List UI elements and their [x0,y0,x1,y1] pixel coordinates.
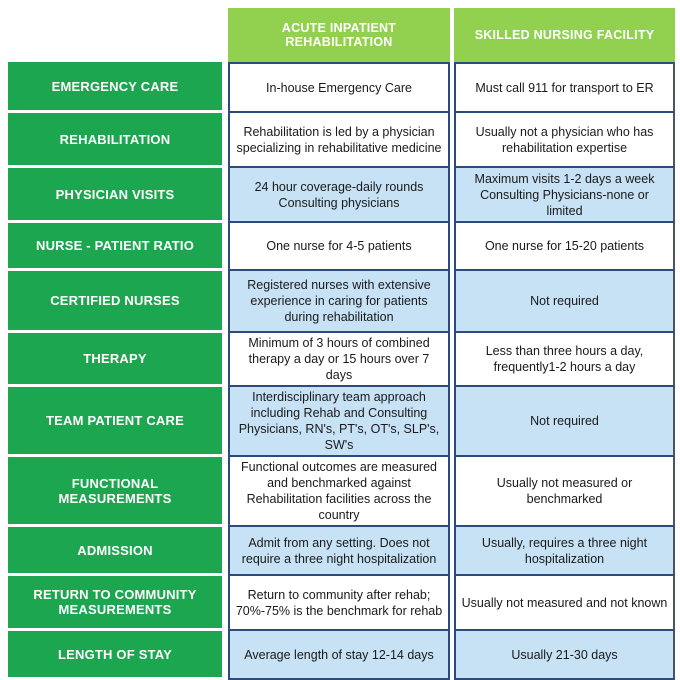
acute-rehab-cell: Functional outcomes are measured and ben… [228,457,450,527]
row-category-header: TEAM PATIENT CARE [8,387,222,454]
table-row: LENGTH OF STAY Average length of stay 12… [8,631,680,680]
acute-rehab-cell: Return to community after rehab; 70%-75%… [228,576,450,631]
row-category-header: FUNCTIONAL MEASUREMENTS [8,457,222,524]
row-category-header: RETURN TO COMMUNITY MEASUREMENTS [8,576,222,628]
acute-rehab-cell: Admit from any setting. Does not require… [228,527,450,576]
table-body: EMERGENCY CARE In-house Emergency Care M… [8,62,680,680]
row-category-header: THERAPY [8,333,222,384]
row-category-header: NURSE - PATIENT RATIO [8,223,222,268]
table-row: EMERGENCY CARE In-house Emergency Care M… [8,62,680,113]
skilled-nursing-cell: Usually not measured or benchmarked [454,457,675,527]
acute-rehab-cell: Average length of stay 12-14 days [228,631,450,680]
table-row: TEAM PATIENT CARE Interdisciplinary team… [8,387,680,457]
skilled-nursing-cell: Usually not a physician who has rehabili… [454,113,675,168]
table-row: REHABILITATION Rehabilitation is led by … [8,113,680,168]
skilled-nursing-cell: Not required [454,387,675,457]
acute-rehab-cell: Minimum of 3 hours of combined therapy a… [228,333,450,387]
skilled-nursing-cell: Not required [454,271,675,333]
skilled-nursing-cell: Usually, requires a three night hospital… [454,527,675,576]
skilled-nursing-cell: Usually 21-30 days [454,631,675,680]
acute-rehab-cell: One nurse for 4-5 patients [228,223,450,271]
acute-rehab-cell: Rehabilitation is led by a physician spe… [228,113,450,168]
acute-rehab-cell: Interdisciplinary team approach includin… [228,387,450,457]
acute-rehab-cell: In-house Emergency Care [228,62,450,113]
table-row: ADMISSION Admit from any setting. Does n… [8,527,680,576]
column-header-row: ACUTE INPATIENT REHABILITATION SKILLED N… [8,8,680,62]
column-header-skilled-nursing: SKILLED NURSING FACILITY [454,8,675,62]
row-category-header: CERTIFIED NURSES [8,271,222,330]
row-category-header: ADMISSION [8,527,222,573]
column-header-acute-rehab: ACUTE INPATIENT REHABILITATION [228,8,450,62]
table-row: NURSE - PATIENT RATIO One nurse for 4-5 … [8,223,680,271]
table-row: CERTIFIED NURSES Registered nurses with … [8,271,680,333]
skilled-nursing-cell: One nurse for 15-20 patients [454,223,675,271]
table-row: THERAPY Minimum of 3 hours of combined t… [8,333,680,387]
acute-rehab-cell: Registered nurses with extensive experie… [228,271,450,333]
skilled-nursing-cell: Must call 911 for transport to ER [454,62,675,113]
row-category-header: LENGTH OF STAY [8,631,222,677]
table-row: FUNCTIONAL MEASUREMENTS Functional outco… [8,457,680,527]
table-row: PHYSICIAN VISITS 24 hour coverage-daily … [8,168,680,223]
skilled-nursing-cell: Usually not measured and not known [454,576,675,631]
row-category-header: EMERGENCY CARE [8,62,222,110]
skilled-nursing-cell: Less than three hours a day, frequently1… [454,333,675,387]
corner-spacer [8,8,222,62]
table-row: RETURN TO COMMUNITY MEASUREMENTS Return … [8,576,680,631]
row-category-header: PHYSICIAN VISITS [8,168,222,220]
acute-rehab-cell: 24 hour coverage-daily rounds Consulting… [228,168,450,223]
row-category-header: REHABILITATION [8,113,222,165]
skilled-nursing-cell: Maximum visits 1-2 days a week Consultin… [454,168,675,223]
